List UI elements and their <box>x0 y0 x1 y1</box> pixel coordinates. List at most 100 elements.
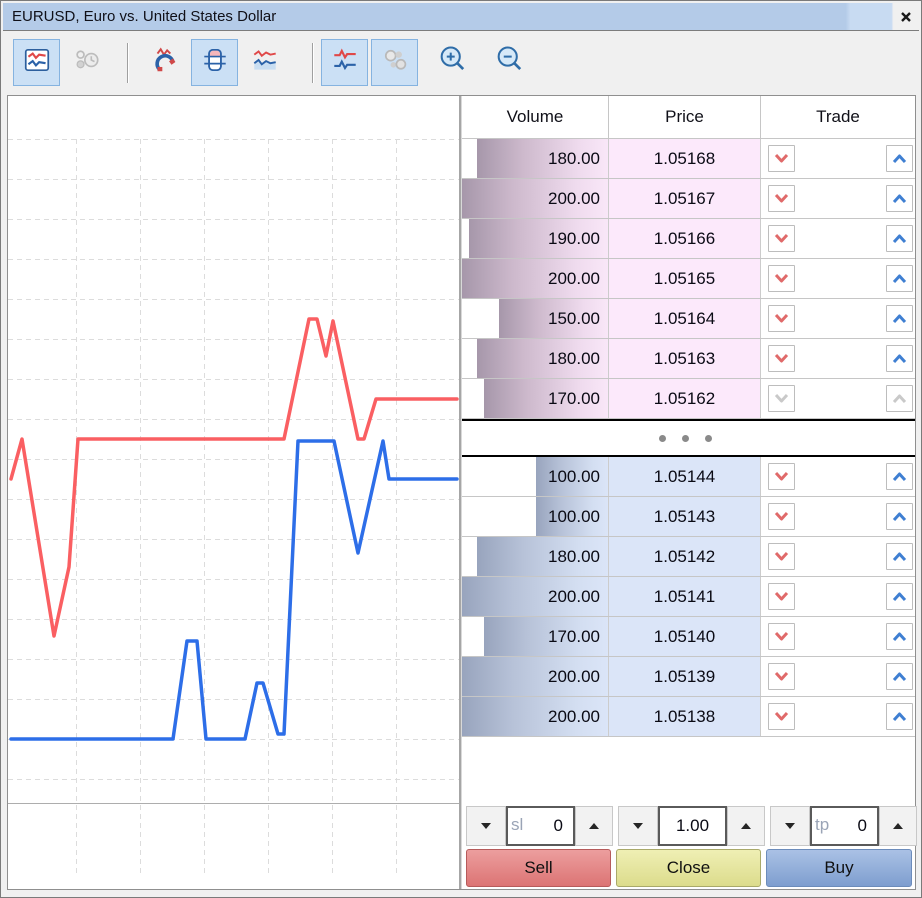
buy-at-price-button[interactable] <box>886 583 913 610</box>
buy-at-price-button[interactable] <box>886 623 913 650</box>
price-cell[interactable]: 1.05141 <box>609 577 761 616</box>
volume-cell: 200.00 <box>462 577 609 616</box>
stop-loss-decrement-button[interactable] <box>466 806 506 846</box>
title-bar[interactable]: EURUSD, Euro vs. United States Dollar <box>3 3 919 31</box>
price-cell[interactable]: 1.05163 <box>609 339 761 378</box>
lots-decrement-button[interactable] <box>618 806 658 846</box>
chevron-up-icon <box>892 672 907 682</box>
volume-value: 100.00 <box>548 507 600 526</box>
zoom-out-icon <box>493 43 527 82</box>
volume-bar <box>477 537 608 576</box>
buy-at-price-button[interactable] <box>886 225 913 252</box>
sell-at-price-button[interactable] <box>768 543 795 570</box>
sell-at-price-button[interactable] <box>768 185 795 212</box>
volume-bar <box>462 577 608 616</box>
volume-value: 150.00 <box>548 309 600 328</box>
sell-button[interactable]: Sell <box>466 849 611 887</box>
bid-row-1.05142: 180.00 1.05142 <box>462 537 915 577</box>
panel-divider[interactable] <box>459 96 462 889</box>
column-header-price: Price <box>609 96 761 138</box>
chevron-down-icon <box>774 551 789 561</box>
buy-at-price-button[interactable] <box>886 663 913 690</box>
chevron-down-icon <box>774 711 789 721</box>
buy-at-price-button[interactable] <box>886 463 913 490</box>
chevron-up-icon <box>892 234 907 244</box>
chevron-down-icon <box>774 631 789 641</box>
price-cell[interactable]: 1.05140 <box>609 617 761 656</box>
price-value: 1.05167 <box>653 188 716 208</box>
price-cell[interactable]: 1.05162 <box>609 379 761 418</box>
window-title: EURUSD, Euro vs. United States Dollar <box>12 8 277 25</box>
buy-at-price-button[interactable] <box>886 185 913 212</box>
magnet-button[interactable] <box>141 39 188 86</box>
buy-at-price-button[interactable] <box>886 265 913 292</box>
price-cell[interactable]: 1.05139 <box>609 657 761 696</box>
chart-toggle-button[interactable] <box>13 39 60 86</box>
buy-button[interactable]: Buy <box>766 849 912 887</box>
lots-input[interactable] <box>658 806 727 846</box>
chevron-up-icon <box>892 712 907 722</box>
sell-at-price-button[interactable] <box>768 265 795 292</box>
price-history-button[interactable] <box>241 39 288 86</box>
buy-at-price-button[interactable] <box>886 543 913 570</box>
dom-table-header: Volume Price Trade <box>462 96 915 139</box>
stop-loss-input[interactable] <box>506 806 575 846</box>
buy-at-price-button[interactable] <box>886 503 913 530</box>
price-value: 1.05142 <box>653 546 716 566</box>
sell-at-price-button[interactable] <box>768 463 795 490</box>
sell-at-price-button[interactable] <box>768 305 795 332</box>
chevron-down-icon <box>774 233 789 243</box>
take-profit-input[interactable] <box>810 806 879 846</box>
chevron-down-icon <box>774 591 789 601</box>
sell-at-price-button[interactable] <box>768 145 795 172</box>
take-profit-decrement-button[interactable] <box>770 806 810 846</box>
sell-at-price-button[interactable] <box>768 583 795 610</box>
close-button-order[interactable]: Close <box>616 849 761 887</box>
buy-at-price-button[interactable] <box>886 345 913 372</box>
volume-bar <box>462 179 608 218</box>
trade-cell <box>761 457 915 496</box>
depth-of-market-panel: Volume Price Trade 180.00 1.05168 200.00 1.… <box>462 96 917 889</box>
chevron-up-icon <box>892 314 907 324</box>
buy-at-price-button[interactable] <box>886 703 913 730</box>
zoom-in-icon <box>436 43 470 82</box>
sell-at-price-button[interactable] <box>768 703 795 730</box>
buy-at-price-button[interactable] <box>886 305 913 332</box>
stop-loss-increment-button[interactable] <box>575 806 613 846</box>
price-cell[interactable]: 1.05143 <box>609 497 761 536</box>
price-cell[interactable]: 1.05164 <box>609 299 761 338</box>
sell-at-price-button[interactable] <box>768 623 795 650</box>
lots-increment-button[interactable] <box>727 806 765 846</box>
zoom-in-button[interactable] <box>429 39 476 86</box>
volume-bubbles-button[interactable] <box>371 39 418 86</box>
depth-ladder-button[interactable] <box>191 39 238 86</box>
chevron-up-icon <box>892 632 907 642</box>
zoom-out-button[interactable] <box>486 39 533 86</box>
buy-at-price-button[interactable] <box>886 145 913 172</box>
trade-cell <box>761 219 915 258</box>
ask-row-1.05166: 190.00 1.05166 <box>462 219 915 259</box>
volume-cell: 170.00 <box>462 617 609 656</box>
volume-value: 200.00 <box>548 667 600 686</box>
volume-cell: 100.00 <box>462 497 609 536</box>
price-cell[interactable]: 1.05168 <box>609 139 761 178</box>
time-and-sales-button <box>63 39 110 86</box>
sell-at-price-button[interactable] <box>768 663 795 690</box>
price-cell[interactable]: 1.05144 <box>609 457 761 496</box>
triangle-up-icon <box>741 823 751 829</box>
price-cell[interactable]: 1.05138 <box>609 697 761 736</box>
price-cell[interactable]: 1.05167 <box>609 179 761 218</box>
price-cell[interactable]: 1.05166 <box>609 219 761 258</box>
bid-row-1.05144: 100.00 1.05144 <box>462 457 915 497</box>
ask-line <box>9 317 459 638</box>
bid-row-1.05139: 200.00 1.05139 <box>462 657 915 697</box>
price-cell[interactable]: 1.05165 <box>609 259 761 298</box>
take-profit-increment-button[interactable] <box>879 806 917 846</box>
sell-at-price-button[interactable] <box>768 225 795 252</box>
close-button[interactable] <box>897 9 915 25</box>
tick-chart-button[interactable] <box>321 39 368 86</box>
sell-at-price-button[interactable] <box>768 345 795 372</box>
volume-bar <box>499 299 608 338</box>
price-cell[interactable]: 1.05142 <box>609 537 761 576</box>
sell-at-price-button[interactable] <box>768 503 795 530</box>
